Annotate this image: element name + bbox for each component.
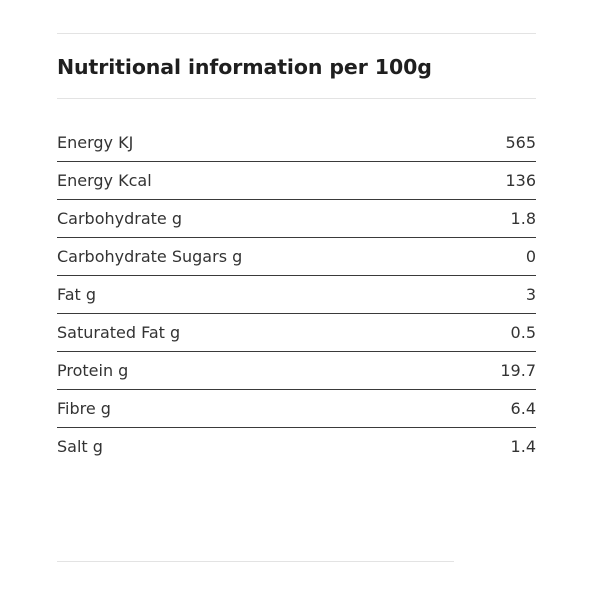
nutrition-row-protein: Protein g 19.7 [57, 352, 536, 390]
nutrition-panel: Nutritional information per 100g Energy … [57, 33, 536, 465]
nutrient-value: 19.7 [500, 361, 536, 380]
nutrition-heading: Nutritional information per 100g [57, 55, 432, 79]
bottom-divider [57, 561, 454, 562]
nutrition-row-carbohydrate: Carbohydrate g 1.8 [57, 200, 536, 238]
nutrient-label: Energy KJ [57, 133, 134, 152]
nutrition-row-energy-kcal: Energy Kcal 136 [57, 162, 536, 200]
nutrient-label: Energy Kcal [57, 171, 152, 190]
nutrient-value: 1.4 [510, 437, 536, 456]
heading-divider [57, 98, 536, 99]
nutrient-label: Carbohydrate g [57, 209, 183, 228]
nutrient-label: Saturated Fat g [57, 323, 181, 342]
nutrition-row-fibre: Fibre g 6.4 [57, 390, 536, 428]
nutrition-row-salt: Salt g 1.4 [57, 428, 536, 465]
nutrient-label: Protein g [57, 361, 129, 380]
nutrient-value: 6.4 [510, 399, 536, 418]
nutrition-row-saturated-fat: Saturated Fat g 0.5 [57, 314, 536, 352]
nutrient-value: 0.5 [510, 323, 536, 342]
top-divider [57, 33, 536, 34]
nutrient-label: Salt g [57, 437, 103, 456]
nutrition-row-energy-kj: Energy KJ 565 [57, 124, 536, 162]
nutrient-value: 3 [525, 285, 536, 304]
nutrient-value: 0 [525, 247, 536, 266]
nutrient-value: 565 [505, 133, 536, 152]
nutrient-value: 1.8 [510, 209, 536, 228]
nutrition-row-fat: Fat g 3 [57, 276, 536, 314]
nutrient-label: Fat g [57, 285, 97, 304]
nutrition-row-carbohydrate-sugars: Carbohydrate Sugars g 0 [57, 238, 536, 276]
nutrient-label: Carbohydrate Sugars g [57, 247, 243, 266]
nutrient-label: Fibre g [57, 399, 111, 418]
nutrient-value: 136 [505, 171, 536, 190]
nutrition-table: Energy KJ 565 Energy Kcal 136 Carbohydra… [57, 124, 536, 465]
